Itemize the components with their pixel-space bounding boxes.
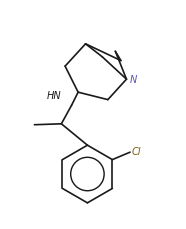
Text: HN: HN [47,91,61,101]
Text: N: N [129,75,137,85]
Text: Cl: Cl [132,147,141,157]
